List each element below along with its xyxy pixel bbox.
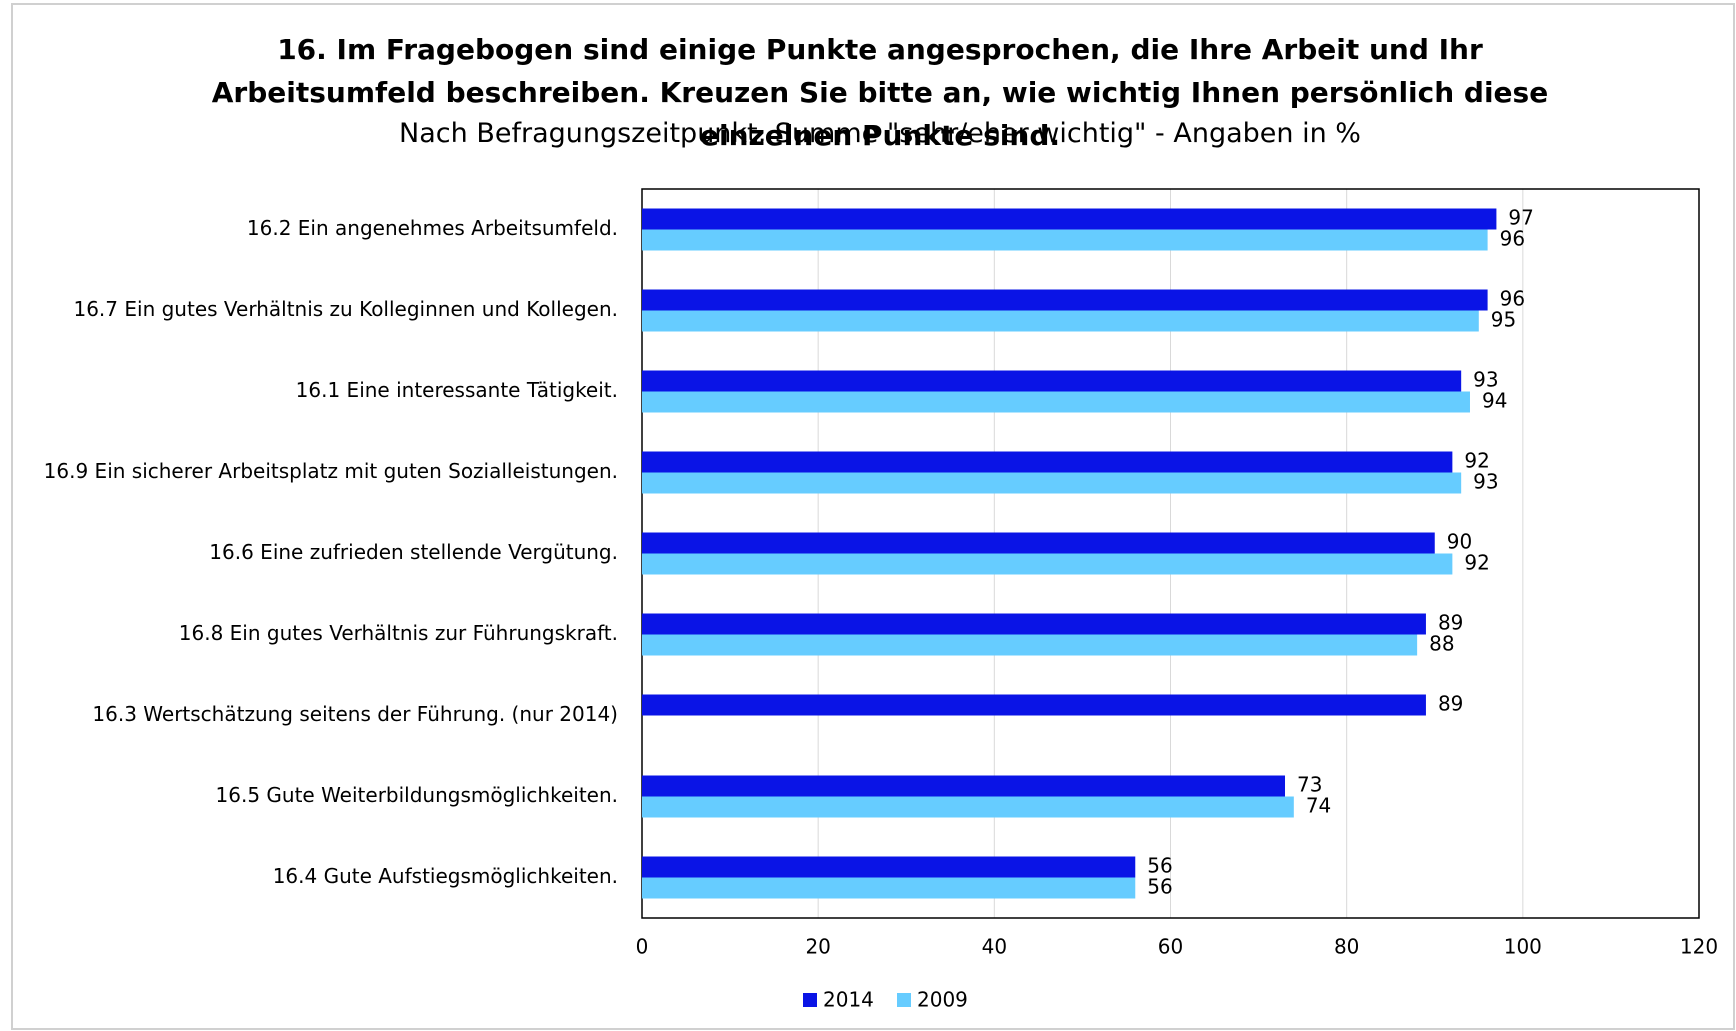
bar (642, 634, 1418, 656)
value-label: 97 (1508, 206, 1533, 230)
y-tick-label: 16.8 Ein gutes Verhältnis zur Führungskr… (179, 621, 618, 645)
value-label: 90 (1447, 530, 1472, 554)
value-label: 74 (1306, 794, 1331, 818)
y-tick-label: 16.3 Wertschätzung seitens der Führung. … (92, 702, 618, 726)
value-label: 93 (1473, 470, 1498, 494)
bar (642, 532, 1435, 554)
bar (642, 229, 1488, 251)
x-tick-label: 20 (805, 935, 830, 959)
chart-subtitle: Nach Befragungszeitpunkt, Summe "sehr/eh… (399, 118, 1361, 149)
y-tick-label: 16.5 Gute Weiterbildungsmöglichkeiten. (216, 783, 618, 807)
value-label: 56 (1147, 854, 1172, 878)
value-label: 96 (1500, 287, 1525, 311)
bar (642, 796, 1294, 818)
legend-swatch (803, 993, 817, 1007)
x-tick-label: 100 (1504, 935, 1542, 959)
value-label: 73 (1297, 773, 1322, 797)
y-tick-label: 16.1 Eine interessante Tätigkeit. (296, 378, 618, 402)
value-label: 92 (1464, 551, 1489, 575)
x-tick-label: 80 (1334, 935, 1359, 959)
value-label: 94 (1482, 389, 1507, 413)
value-label: 88 (1429, 632, 1454, 656)
legend-label: 2014 (823, 988, 874, 1012)
bar (642, 553, 1453, 575)
value-label: 96 (1500, 227, 1525, 251)
y-tick-label: 16.9 Ein sicherer Arbeitsplatz mit guten… (44, 459, 618, 483)
bar (642, 877, 1136, 899)
x-tick-label: 40 (982, 935, 1007, 959)
bar (642, 775, 1286, 797)
bar (642, 310, 1479, 332)
value-label: 93 (1473, 368, 1498, 392)
value-label: 92 (1464, 449, 1489, 473)
x-tick-label: 120 (1680, 935, 1718, 959)
y-tick-label: 16.7 Ein gutes Verhältnis zu Kolleginnen… (73, 297, 618, 321)
bar (642, 208, 1497, 230)
bar (642, 472, 1462, 494)
value-label: 95 (1491, 308, 1516, 332)
y-tick-label: 16.2 Ein angenehmes Arbeitsumfeld. (247, 216, 618, 240)
legend-swatch (897, 993, 911, 1007)
bar (642, 694, 1426, 716)
legend-label: 2009 (917, 988, 968, 1012)
bar (642, 289, 1488, 311)
x-tick-label: 60 (1158, 935, 1183, 959)
value-label: 89 (1438, 692, 1463, 716)
value-label: 89 (1438, 611, 1463, 635)
bar (642, 451, 1453, 473)
y-tick-label: 16.4 Gute Aufstiegsmöglichkeiten. (273, 864, 618, 888)
bar (642, 370, 1462, 392)
frame (11, 3, 1735, 1030)
bar (642, 856, 1136, 878)
chart-title: 16. Im Fragebogen sind einige Punkte ang… (211, 33, 1549, 152)
bar (642, 613, 1426, 635)
y-tick-label: 16.6 Eine zufrieden stellende Vergütung. (209, 540, 618, 564)
bar (642, 391, 1470, 413)
x-tick-label: 0 (636, 935, 649, 959)
value-label: 56 (1147, 875, 1172, 899)
